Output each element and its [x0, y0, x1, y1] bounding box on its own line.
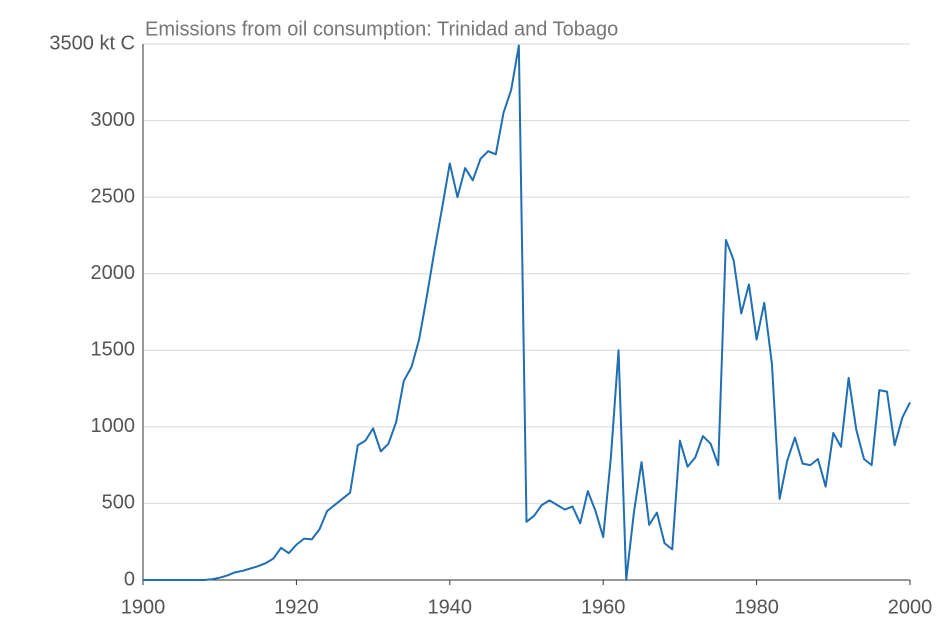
x-tick-label: 1960 — [581, 596, 626, 618]
y-tick-label: 1000 — [91, 415, 136, 437]
y-tick-label: 2000 — [91, 262, 136, 284]
x-tick-label: 1920 — [274, 596, 319, 618]
data-line — [143, 44, 911, 581]
y-tick-label: 3000 — [91, 109, 136, 131]
y-tick-label: 2500 — [91, 185, 136, 207]
y-tick-label: 3500 kt C — [49, 32, 135, 54]
x-tick-label: 1900 — [121, 596, 166, 618]
x-tick-label: 1940 — [428, 596, 473, 618]
chart-title: Emissions from oil consumption: Trinidad… — [145, 18, 618, 40]
x-tick-label: 2000 — [888, 596, 933, 618]
x-tick-label: 1980 — [734, 596, 779, 618]
y-tick-label: 0 — [124, 568, 135, 590]
y-tick-label: 1500 — [91, 339, 136, 361]
y-tick-label: 500 — [102, 492, 135, 514]
